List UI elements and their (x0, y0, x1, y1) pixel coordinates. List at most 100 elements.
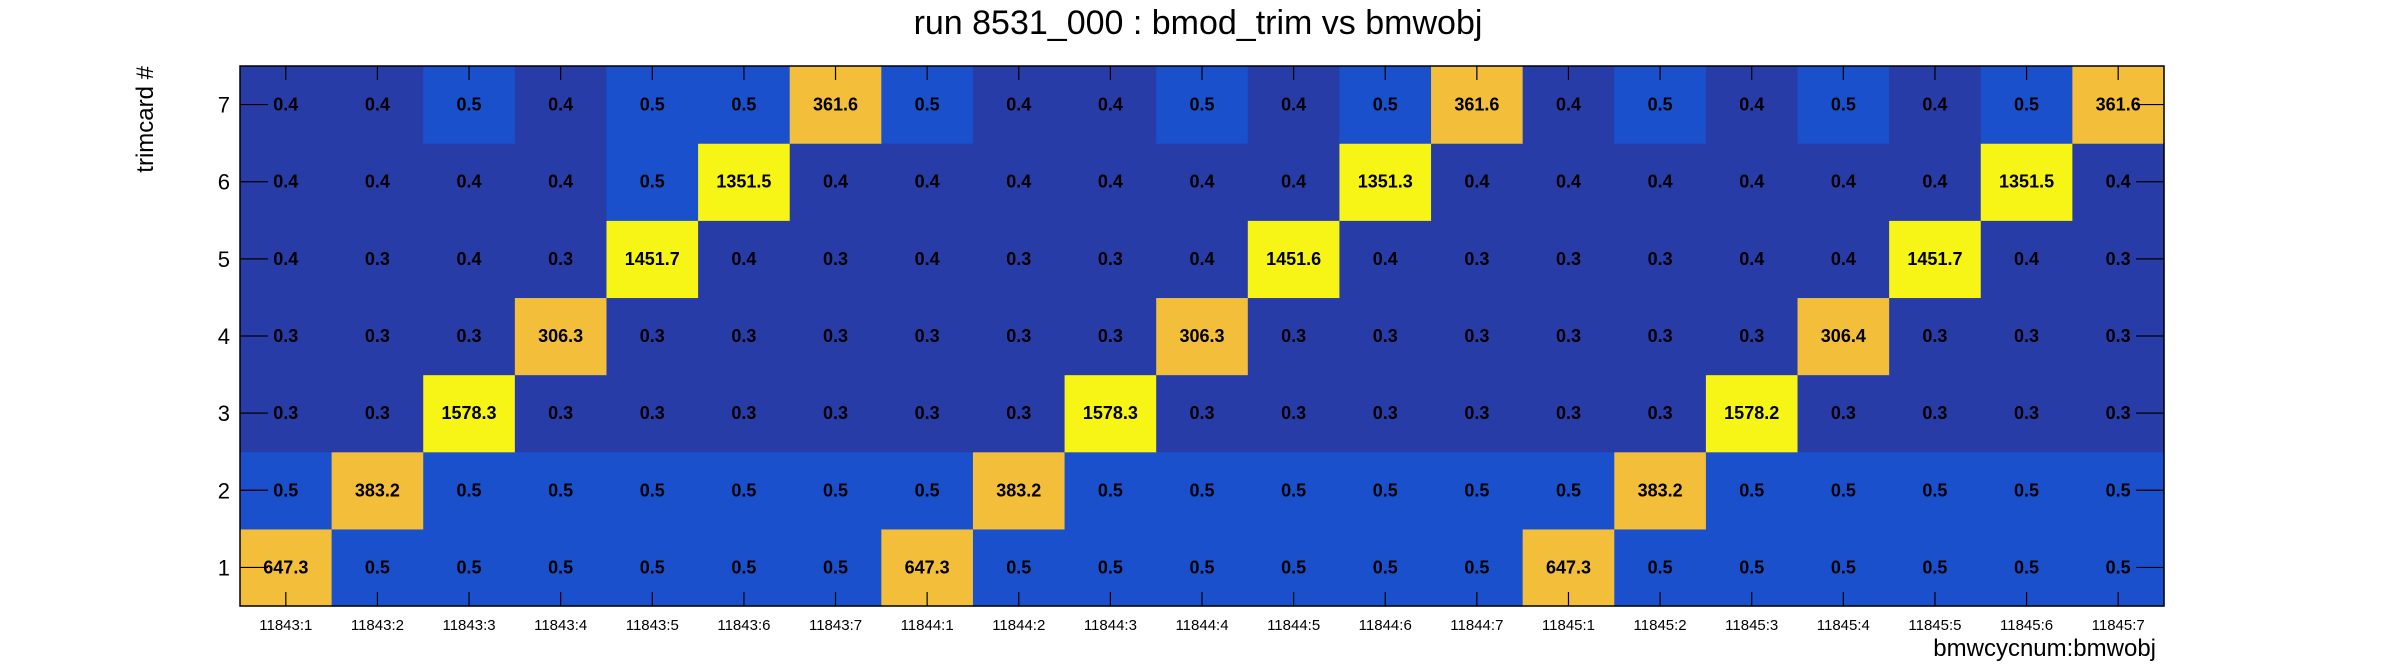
cell-value-label: 647.3 (1546, 557, 1591, 577)
cell-value-label: 0.5 (1098, 557, 1123, 577)
cell-value-label: 0.3 (548, 249, 573, 269)
cell-value-label: 0.3 (915, 326, 940, 346)
y-tick-label: 7 (218, 93, 230, 118)
heatmap-cell (1889, 451, 1982, 530)
cell-value-label: 0.3 (640, 403, 665, 423)
heatmap-cell (1980, 374, 2073, 453)
cell-value-label: 0.5 (365, 557, 390, 577)
cell-value-label: 0.4 (1922, 172, 1947, 192)
cell-value-label: 0.5 (548, 480, 573, 500)
heatmap-cell (972, 220, 1066, 299)
cell-value-label: 0.4 (1189, 249, 1214, 269)
cell-value-label: 0.5 (1373, 557, 1398, 577)
x-tick-label: 11844:5 (1267, 617, 1320, 634)
heatmap-cell (789, 297, 882, 376)
heatmap-cell (606, 374, 699, 453)
heatmap-cell (789, 451, 882, 530)
cell-value-label: 0.4 (365, 172, 390, 192)
heatmap-cell-labels: 647.3 0.5 0.5 0.5 0.5 0.5 0.5 647.3 0.5 0.5 0.5 0.5… (263, 95, 2140, 578)
heatmap-cell (1614, 220, 1707, 299)
cell-value-label: 0.4 (273, 172, 298, 192)
cell-value-label: 0.4 (1281, 95, 1306, 115)
y-axis-title: trimcard # (132, 65, 159, 172)
cell-value-label: 0.3 (1006, 326, 1031, 346)
x-tick-label: 11844:6 (1359, 617, 1412, 634)
cell-value-label: 0.4 (1189, 172, 1214, 192)
cell-value-label: 0.3 (823, 249, 848, 269)
heatmap-cell (1064, 220, 1157, 299)
cell-value-label: 0.4 (365, 95, 390, 115)
cell-value-label: 0.4 (1556, 95, 1581, 115)
x-tick-label: 11843:2 (351, 617, 404, 634)
heatmap-cell (1980, 297, 2073, 376)
cell-value-label: 0.3 (2106, 403, 2131, 423)
heatmap-cell (1522, 143, 1615, 221)
cell-value-label: 361.6 (813, 95, 858, 115)
cell-value-label: 647.3 (263, 557, 308, 577)
cell-value-label: 0.5 (2106, 480, 2131, 500)
cell-value-label: 0.5 (1189, 557, 1214, 577)
heatmap-cell (1247, 297, 1341, 376)
x-axis-title: bmwcycnum:bmwobj (1933, 635, 2156, 662)
x-tick-label: 11843:1 (259, 617, 312, 634)
cell-value-label: 0.5 (731, 480, 756, 500)
cell-value-label: 0.3 (1006, 249, 1031, 269)
heatmap-cell (1797, 374, 1890, 453)
cell-value-label: 1578.3 (1083, 403, 1138, 423)
heatmap-cell (1980, 143, 2073, 221)
heatmap-cell (789, 220, 882, 299)
cell-value-label: 0.5 (1464, 480, 1489, 500)
heatmap-cell (1339, 451, 1432, 530)
heatmap-cell (1156, 297, 1249, 376)
heatmap-cell (1247, 220, 1341, 299)
cell-value-label: 0.3 (1373, 403, 1398, 423)
heatmap-cell (1156, 451, 1249, 530)
heatmap-cell (972, 374, 1066, 453)
x-tick-label: 11843:4 (534, 617, 587, 634)
cell-value-label: 0.5 (457, 557, 482, 577)
cell-value-label: 0.3 (823, 403, 848, 423)
heatmap-cell (698, 297, 791, 376)
cell-value-label: 383.2 (1638, 480, 1683, 500)
cell-value-label: 0.3 (731, 403, 756, 423)
heatmap-cell (1431, 297, 1524, 376)
cell-value-label: 0.5 (640, 95, 665, 115)
cell-value-label: 0.3 (2106, 249, 2131, 269)
cell-value-label: 0.3 (1281, 326, 1306, 346)
cell-value-label: 1451.7 (1907, 249, 1962, 269)
heatmap-cell (1705, 374, 1799, 453)
cell-value-label: 0.5 (1648, 557, 1673, 577)
cell-value-label: 0.5 (1922, 557, 1947, 577)
cell-value-label: 0.3 (2014, 403, 2039, 423)
heatmap-cell (1431, 143, 1524, 221)
cell-value-label: 0.5 (273, 480, 298, 500)
cell-value-label: 0.5 (1281, 480, 1306, 500)
cell-value-label: 1451.7 (625, 249, 680, 269)
heatmap-cell (514, 143, 608, 221)
cell-value-label: 0.3 (365, 403, 390, 423)
y-tick-label: 6 (218, 170, 230, 195)
cell-value-label: 0.3 (640, 326, 665, 346)
x-tick-label: 11843:3 (442, 617, 495, 634)
heatmap-cell (606, 220, 699, 299)
heatmap-cell (1705, 297, 1799, 376)
cell-value-label: 0.5 (2014, 95, 2039, 115)
cell-value-label: 0.3 (1464, 249, 1489, 269)
heatmap-cell (1247, 143, 1341, 221)
cell-value-label: 0.5 (1556, 480, 1581, 500)
cell-value-label: 0.4 (1739, 172, 1764, 192)
cell-value-label: 306.4 (1821, 326, 1866, 346)
heatmap-cell (1980, 220, 2073, 299)
heatmap-cell (881, 374, 974, 453)
cell-value-label: 0.4 (457, 172, 482, 192)
heatmap-cell (1614, 451, 1707, 530)
heatmap-cell (1431, 220, 1524, 299)
heatmap-cell (423, 451, 516, 530)
heatmap-cell (1980, 451, 2073, 530)
cell-value-label: 1578.3 (442, 403, 497, 423)
cell-value-label: 0.5 (915, 480, 940, 500)
cell-value-label: 361.6 (1454, 95, 1499, 115)
cell-value-label: 0.5 (1006, 557, 1031, 577)
cell-value-label: 0.3 (1648, 249, 1673, 269)
heatmap-cell (1339, 297, 1432, 376)
